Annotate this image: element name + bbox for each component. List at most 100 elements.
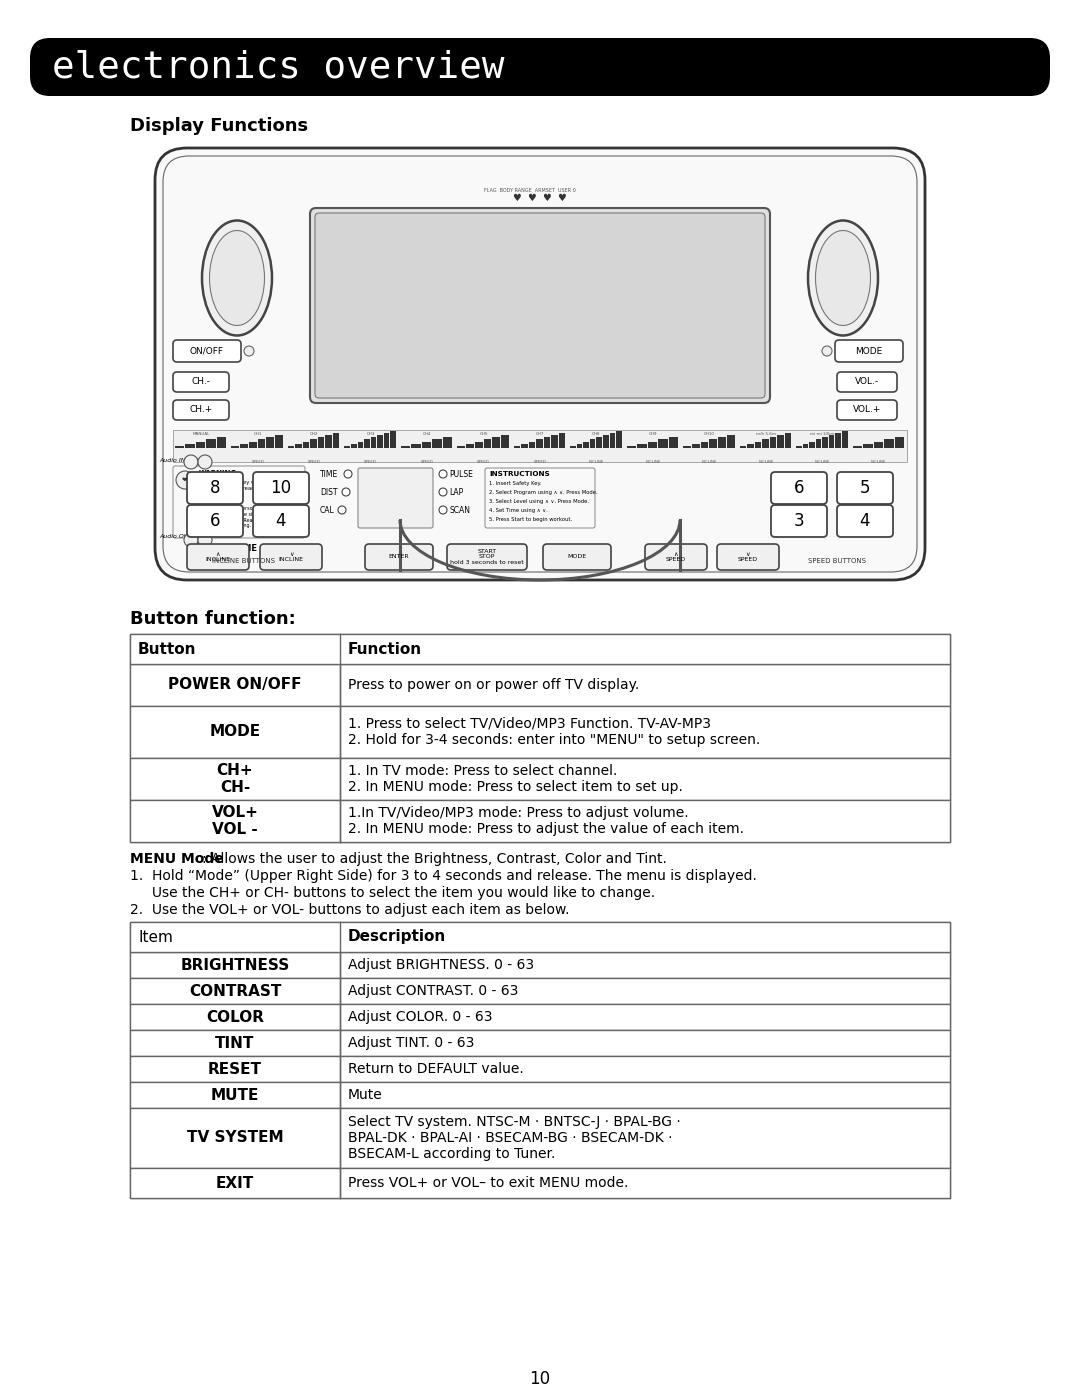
Bar xyxy=(842,430,848,448)
Text: CH+
CH-: CH+ CH- xyxy=(217,763,254,795)
Bar xyxy=(130,978,950,1004)
Text: 5. Press Start to begin workout.: 5. Press Start to begin workout. xyxy=(489,517,572,522)
Text: INCLINE: INCLINE xyxy=(645,460,661,464)
FancyBboxPatch shape xyxy=(771,504,827,536)
FancyBboxPatch shape xyxy=(310,208,770,402)
Bar xyxy=(475,441,483,448)
Bar xyxy=(288,446,295,448)
Text: MANUAL: MANUAL xyxy=(192,432,210,436)
Bar xyxy=(186,444,195,448)
Bar xyxy=(684,446,691,448)
Text: 1. Insert Safety Key.: 1. Insert Safety Key. xyxy=(489,481,541,486)
Bar xyxy=(422,441,431,448)
Bar xyxy=(747,444,754,448)
Bar xyxy=(484,440,491,448)
Text: CH10: CH10 xyxy=(704,432,715,436)
FancyBboxPatch shape xyxy=(485,468,595,528)
Text: CH7: CH7 xyxy=(536,432,544,436)
Text: Adjust TINT. 0 - 63: Adjust TINT. 0 - 63 xyxy=(348,1037,474,1051)
Text: MODE: MODE xyxy=(210,725,260,739)
Text: Use the CH+ or CH- buttons to select the item you would like to change.: Use the CH+ or CH- buttons to select the… xyxy=(130,886,656,900)
Bar xyxy=(762,440,769,448)
Text: Adjust COLOR. 0 - 63: Adjust COLOR. 0 - 63 xyxy=(348,1010,492,1024)
Text: 4: 4 xyxy=(275,511,286,529)
Bar xyxy=(364,440,369,448)
Text: MODE: MODE xyxy=(855,346,882,355)
FancyBboxPatch shape xyxy=(187,472,243,504)
Text: 3: 3 xyxy=(794,511,805,529)
Text: SPEED: SPEED xyxy=(380,543,410,553)
Text: 1. Press to select TV/Video/MP3 Function. TV-AV-MP3
2. Hold for 3-4 seconds: ent: 1. Press to select TV/Video/MP3 Function… xyxy=(348,717,760,747)
Text: TV SYSTEM: TV SYSTEM xyxy=(187,1130,283,1146)
Bar xyxy=(302,441,309,448)
Bar xyxy=(558,433,565,448)
Bar xyxy=(467,444,474,448)
Bar xyxy=(590,440,595,448)
Bar xyxy=(815,440,821,448)
Text: ∧
INCLINE: ∧ INCLINE xyxy=(205,552,230,563)
Bar xyxy=(130,1168,950,1199)
Text: 2.  Use the VOL+ or VOL- buttons to adjust each item as below.: 2. Use the VOL+ or VOL- buttons to adjus… xyxy=(130,902,569,916)
FancyBboxPatch shape xyxy=(717,543,779,570)
Bar xyxy=(249,441,257,448)
Text: Return to DEFAULT value.: Return to DEFAULT value. xyxy=(348,1062,524,1076)
Bar xyxy=(130,800,950,842)
Bar xyxy=(130,951,950,978)
Bar xyxy=(874,441,883,448)
Text: CH1: CH1 xyxy=(254,432,261,436)
Text: CAUTION: CAUTION xyxy=(199,497,234,503)
Bar xyxy=(240,444,248,448)
Bar xyxy=(130,922,950,951)
FancyBboxPatch shape xyxy=(837,472,893,504)
Text: Remove safety key when not in use
and store out of reach of children.: Remove safety key when not in use and st… xyxy=(199,481,293,490)
Text: Item: Item xyxy=(138,929,173,944)
Bar xyxy=(570,446,576,448)
Circle shape xyxy=(184,455,198,469)
Bar xyxy=(770,437,777,448)
Text: : Allows the user to adjust the Brightness, Contrast, Color and Tint.: : Allows the user to adjust the Brightne… xyxy=(202,852,666,866)
Bar xyxy=(648,441,657,448)
Text: INCLINE: INCLINE xyxy=(814,460,831,464)
Text: ON/OFF: ON/OFF xyxy=(190,346,224,355)
FancyBboxPatch shape xyxy=(30,38,1050,96)
FancyBboxPatch shape xyxy=(645,543,707,570)
Bar xyxy=(529,441,536,448)
FancyBboxPatch shape xyxy=(447,543,527,570)
Bar xyxy=(551,434,557,448)
Text: Audio INPUT: Audio INPUT xyxy=(159,458,198,462)
Text: INCLINE: INCLINE xyxy=(220,543,257,553)
Text: Adjust CONTRAST. 0 - 63: Adjust CONTRAST. 0 - 63 xyxy=(348,983,518,997)
Text: Select TV system. NTSC-M · BNTSC-J · BPAL-BG ·
BPAL-DK · BPAL-AI · BSECAM-BG · B: Select TV system. NTSC-M · BNTSC-J · BPA… xyxy=(348,1115,680,1161)
Bar xyxy=(894,437,904,448)
Text: CH.+: CH.+ xyxy=(189,405,213,415)
Text: Press VOL+ or VOL– to exit MENU mode.: Press VOL+ or VOL– to exit MENU mode. xyxy=(348,1176,629,1190)
Bar xyxy=(718,437,726,448)
FancyBboxPatch shape xyxy=(156,148,924,580)
Bar xyxy=(796,446,801,448)
Bar xyxy=(130,634,950,842)
Text: Display Functions: Display Functions xyxy=(130,117,308,136)
Text: CH3: CH3 xyxy=(366,432,375,436)
Bar xyxy=(863,444,873,448)
Bar xyxy=(351,444,356,448)
FancyBboxPatch shape xyxy=(253,472,309,504)
Circle shape xyxy=(438,488,447,496)
Ellipse shape xyxy=(210,231,265,326)
Text: CH4: CH4 xyxy=(423,432,431,436)
Text: Press to power on or power off TV display.: Press to power on or power off TV displa… xyxy=(348,678,639,692)
FancyBboxPatch shape xyxy=(837,400,897,420)
Bar xyxy=(390,430,396,448)
Bar xyxy=(217,437,227,448)
Bar xyxy=(727,434,734,448)
Text: SPEED: SPEED xyxy=(252,460,265,464)
Text: CH2: CH2 xyxy=(310,432,319,436)
Bar xyxy=(501,434,509,448)
Text: SCAN: SCAN xyxy=(449,506,470,515)
Text: 8: 8 xyxy=(210,479,220,497)
Text: SPEED: SPEED xyxy=(477,460,490,464)
Text: Button: Button xyxy=(138,641,197,657)
FancyBboxPatch shape xyxy=(771,472,827,504)
Text: MENU Mode: MENU Mode xyxy=(130,852,224,866)
Text: SPEED: SPEED xyxy=(308,460,321,464)
Bar xyxy=(383,433,389,448)
